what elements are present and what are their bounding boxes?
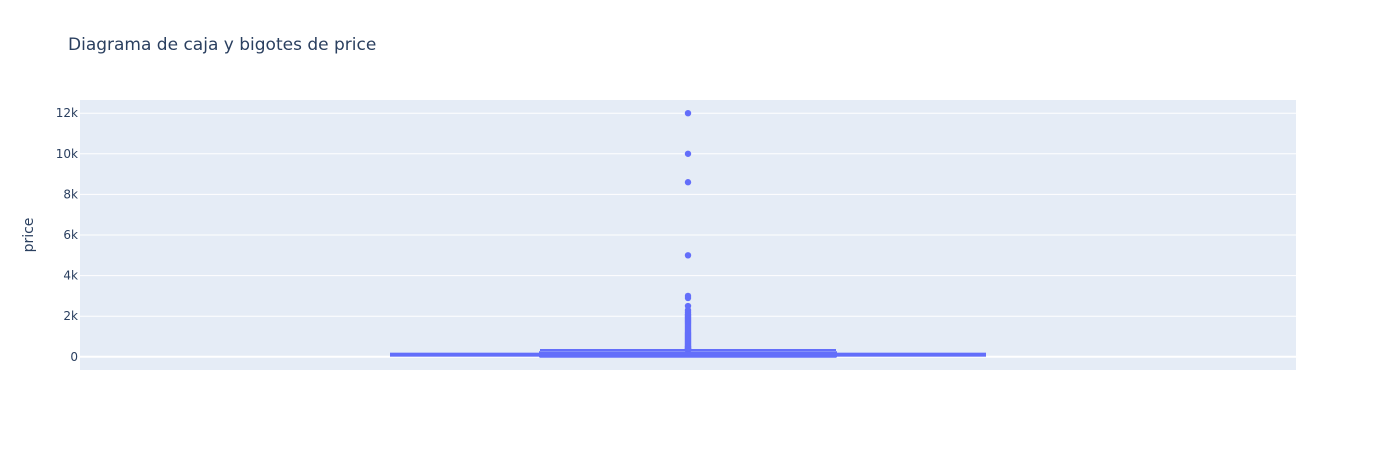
y-tick-label: 2k [63, 309, 78, 323]
outlier-point[interactable] [684, 150, 692, 157]
outlier-point[interactable] [684, 109, 692, 117]
y-tick-label: 10k [56, 147, 78, 161]
outlier-point[interactable] [684, 179, 692, 186]
y-axis-ticks: 0 2k 4k 6k 8k 10k 12k [56, 106, 78, 364]
y-tick-label: 8k [63, 187, 78, 201]
y-tick-label: 4k [63, 269, 78, 283]
outlier-point[interactable] [684, 302, 692, 310]
outlier-points[interactable] [684, 109, 692, 354]
box-whiskers [390, 352, 986, 357]
y-tick-label: 0 [70, 350, 78, 364]
y-axis-title: price [21, 218, 37, 253]
outlier-point[interactable] [684, 292, 692, 300]
y-tick-label: 6k [63, 228, 78, 242]
y-tick-label: 12k [56, 106, 78, 120]
outlier-point[interactable] [684, 252, 692, 259]
chart-title: Diagrama de caja y bigotes de price [68, 35, 376, 55]
